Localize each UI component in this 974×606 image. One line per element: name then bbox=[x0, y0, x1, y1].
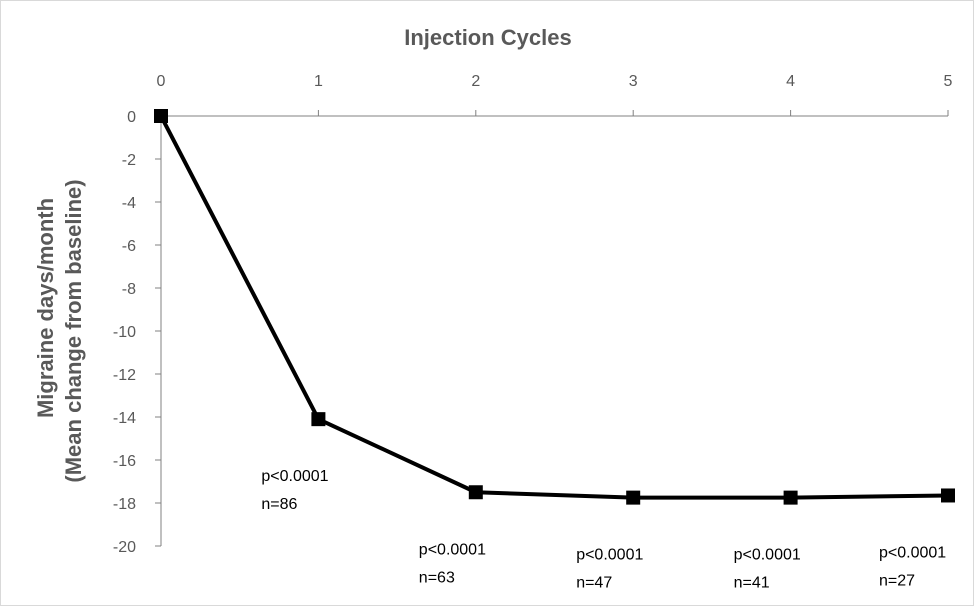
x-tick-label: 0 bbox=[157, 73, 166, 90]
n-count-label: n=41 bbox=[734, 575, 770, 592]
y-tick-label: 0 bbox=[127, 109, 136, 126]
n-count-label: n=63 bbox=[419, 569, 455, 586]
y-axis-title-line1: Migraine days/month bbox=[33, 198, 58, 418]
y-tick-label: -18 bbox=[113, 496, 136, 513]
axes: 0 1 2 3 4 5 0 -2 -4 -6 -8 -10 -12 -14 -16 -18 -20 bbox=[113, 73, 953, 556]
y-tick-label: -14 bbox=[113, 410, 136, 427]
data-point bbox=[311, 412, 326, 427]
y-tick-label: -10 bbox=[113, 324, 136, 341]
n-count-label: n=27 bbox=[879, 572, 915, 589]
p-value-label: p<0.0001 bbox=[576, 547, 643, 564]
x-tick-label: 5 bbox=[944, 73, 953, 90]
series-line bbox=[159, 115, 949, 500]
y-tick-label: -12 bbox=[113, 367, 136, 384]
x-tick-label: 3 bbox=[629, 73, 638, 90]
y-tick-label: -8 bbox=[122, 281, 136, 298]
p-value-label: p<0.0001 bbox=[419, 541, 486, 558]
annotations-group: p<0.0001 n=86 p<0.0001 n=63 p<0.0001 n=47 p<0.… bbox=[261, 468, 946, 591]
n-count-label: n=47 bbox=[576, 575, 612, 592]
data-point bbox=[783, 490, 798, 505]
y-tick-label: -4 bbox=[122, 195, 136, 212]
x-tick-label: 1 bbox=[314, 73, 323, 90]
n-count-label: n=86 bbox=[261, 496, 297, 513]
x-tick-label: 2 bbox=[471, 73, 480, 90]
data-point bbox=[941, 488, 955, 503]
data-point bbox=[154, 109, 168, 123]
x-axis-title: Injection Cycles bbox=[404, 25, 572, 50]
data-point bbox=[626, 490, 641, 505]
x-tick-label: 4 bbox=[786, 73, 795, 90]
y-tick-label: -20 bbox=[113, 539, 136, 556]
p-value-label: p<0.0001 bbox=[879, 544, 946, 561]
p-value-label: p<0.0001 bbox=[734, 547, 801, 564]
y-tick-label: -16 bbox=[113, 453, 136, 470]
p-value-label: p<0.0001 bbox=[261, 468, 328, 485]
y-tick-label: -2 bbox=[122, 152, 136, 169]
series-group bbox=[154, 109, 955, 505]
y-axis-title-line2: (Mean change from baseline) bbox=[61, 179, 86, 482]
y-tick-label: -6 bbox=[122, 238, 136, 255]
data-point bbox=[468, 485, 483, 500]
